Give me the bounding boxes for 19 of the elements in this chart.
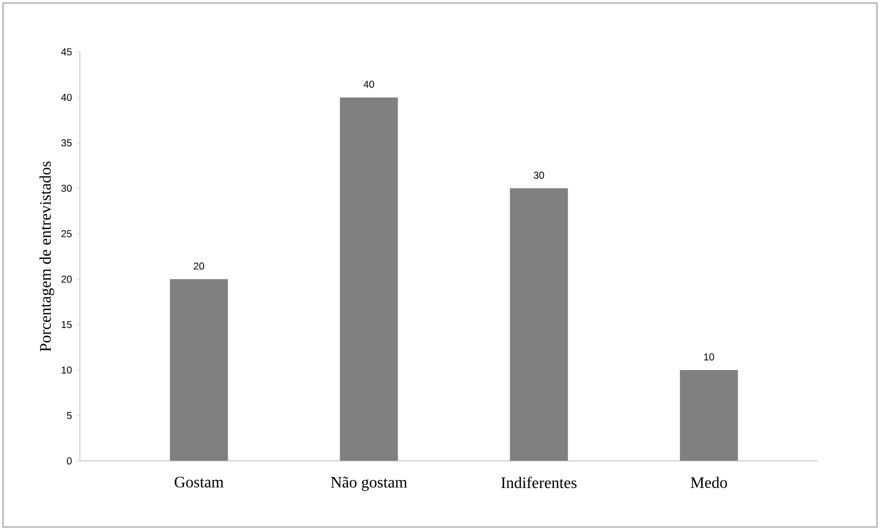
x-tick-label: Gostam: [174, 476, 224, 488]
y-tick-label: 0: [66, 457, 72, 464]
data-label: 30: [534, 172, 544, 179]
y-tick-label: 10: [62, 366, 72, 374]
x-tick-label: Não gostam: [330, 476, 408, 491]
y-tick-label: 40: [61, 94, 72, 101]
y-tick-label: 35: [61, 139, 72, 146]
y-tick-label: 30: [61, 184, 72, 192]
y-tick-label: 25: [61, 230, 72, 238]
y-tick-label: 15: [62, 321, 72, 328]
x-tick-label: Medo: [690, 476, 727, 488]
y-tick-label: 45: [61, 48, 72, 56]
y-tick-label: 20: [61, 276, 72, 283]
y-tick-label: 5: [66, 412, 72, 419]
data-label: 10: [704, 353, 714, 360]
x-tick-label: Indiferentes: [501, 476, 577, 488]
data-label: 40: [364, 80, 374, 88]
y-axis-title: Porcentagem de entrevistados: [40, 161, 54, 352]
data-label: 20: [194, 262, 204, 270]
